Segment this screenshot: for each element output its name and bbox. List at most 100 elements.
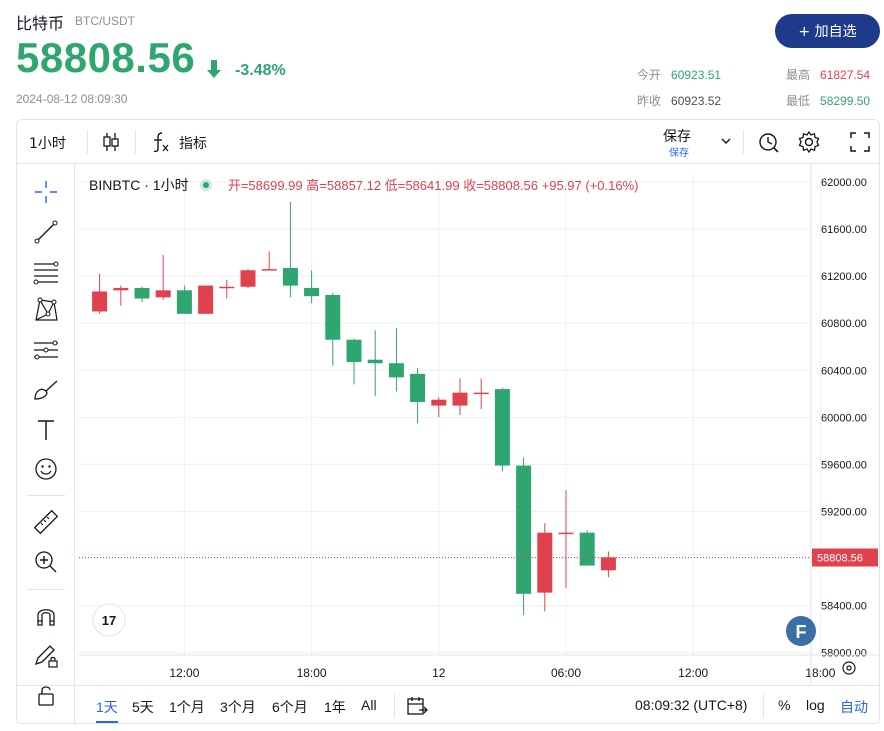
candle-body: [134, 287, 150, 299]
y-tick-label: 62000.00: [821, 177, 867, 189]
ruler-icon[interactable]: [31, 507, 61, 537]
sidebar-divider: [27, 495, 65, 496]
auto-scale-toggle[interactable]: 自动: [840, 699, 868, 715]
axis-settings-icon-core: [846, 665, 852, 671]
candlestick-chart[interactable]: 62000.00 61600.00 61200.00 60800.00 60400.00…: [79, 165, 879, 685]
candle-body: [579, 532, 595, 566]
candle-body: [198, 285, 214, 314]
brush-icon[interactable]: [31, 375, 61, 405]
f-badge-letter: F: [796, 622, 807, 642]
x-tick-label: 18:00: [805, 666, 835, 680]
emoji-icon[interactable]: [31, 454, 61, 484]
candle-body: [113, 287, 129, 291]
gear-icon[interactable]: [797, 130, 821, 154]
lock-pencil-icon[interactable]: [31, 641, 61, 671]
save-button[interactable]: 保存: [663, 129, 691, 145]
save-status: 保存: [669, 148, 689, 159]
chart-panel: 1小时 指标 保存 保存: [16, 119, 880, 724]
chevron-down-icon[interactable]: [720, 136, 732, 146]
toolbar-divider: [394, 694, 395, 718]
x-tick-label: 12: [432, 666, 446, 680]
crosshair-icon[interactable]: [31, 177, 61, 207]
candle-body: [92, 291, 108, 312]
interval-selector[interactable]: 1小时: [29, 136, 66, 152]
y-tick-label: 58400.00: [821, 601, 867, 613]
candle-body: [176, 290, 192, 314]
magnet-icon[interactable]: [31, 601, 61, 631]
legend-close: 收=58808.56: [463, 178, 539, 193]
stat-open: 今开 60923.51: [637, 66, 721, 83]
range-bar: 1天 5天 1个月 3个月 6个月 1年 All 08:09:32 (UTC+8…: [17, 685, 879, 723]
percent-toggle[interactable]: %: [778, 697, 791, 713]
y-tick-label: 61600.00: [821, 224, 867, 236]
y-tick-label: 60000.00: [821, 412, 867, 424]
text-icon[interactable]: [31, 415, 61, 445]
range-all[interactable]: All: [361, 697, 377, 713]
fib-icon[interactable]: [31, 257, 61, 287]
stat-open-value: 60923.51: [671, 68, 722, 82]
clock-time[interactable]: 08:09:32 (UTC+8): [635, 697, 748, 713]
trendline-icon[interactable]: [31, 217, 61, 247]
change-percent: -3.48%: [235, 62, 286, 79]
current-price: 58808.56: [16, 34, 196, 81]
tradingview-logo: [92, 603, 126, 637]
date-range-icon[interactable]: [405, 695, 429, 717]
y-tick-label: 59600.00: [821, 459, 867, 471]
candle-body: [388, 363, 404, 378]
y-tick-label: 59200.00: [821, 506, 867, 518]
last-price-tag: [812, 548, 878, 567]
stat-high-label: 最高: [786, 68, 811, 82]
alert-clock-icon[interactable]: [757, 130, 781, 154]
toolbar-divider: [135, 130, 136, 154]
candle-body: [600, 557, 616, 571]
indicators-button[interactable]: 指标: [179, 136, 207, 152]
fullscreen-icon[interactable]: [849, 131, 871, 153]
chart-toolbar: 1小时 指标 保存 保存: [17, 120, 879, 164]
y-tick-label: 58000.00: [821, 648, 867, 660]
forecast-icon[interactable]: [31, 335, 61, 365]
stat-low-value: 58299.50: [820, 94, 871, 108]
candle-body: [155, 290, 171, 298]
add-to-watchlist-button[interactable]: + 加自选: [775, 14, 880, 48]
toolbar-divider: [743, 130, 744, 154]
stat-prev-close-label: 昨收: [637, 94, 662, 108]
legend-change: +95.97 (+0.16%): [541, 178, 639, 193]
candles-icon[interactable]: [101, 131, 121, 153]
y-tick-label: 60800.00: [821, 318, 867, 330]
legend-high: 高=58857.12: [306, 178, 382, 193]
range-3m[interactable]: 3个月: [220, 699, 256, 715]
range-6m[interactable]: 6个月: [272, 699, 308, 715]
range-5d[interactable]: 5天: [132, 699, 154, 715]
tradingview-logo-mark: 17: [102, 613, 116, 628]
legend-open: 开=58699.99: [227, 178, 303, 193]
candle-body: [452, 392, 468, 406]
zoom-in-icon[interactable]: [31, 547, 61, 577]
stat-open-label: 今开: [637, 68, 662, 82]
candle-body: [494, 389, 510, 466]
trading-pair: BTC/USDT: [75, 14, 135, 28]
candle-body: [516, 465, 532, 594]
candle-body: [282, 267, 298, 286]
candle-body: [537, 532, 553, 593]
market-status-dot: [200, 179, 213, 191]
legend-low: 低=58641.99: [384, 178, 460, 193]
asset-name: 比特币: [16, 14, 65, 33]
toolbar-divider: [87, 130, 88, 154]
x-tick-label: 06:00: [551, 666, 581, 680]
range-1y[interactable]: 1年: [324, 699, 346, 715]
log-toggle[interactable]: log: [806, 697, 825, 713]
range-1d[interactable]: 1天: [96, 699, 118, 723]
y-tick-label: 61200.00: [821, 271, 867, 283]
candle-body: [304, 287, 320, 297]
range-1m[interactable]: 1个月: [169, 699, 205, 715]
fx-icon[interactable]: [151, 131, 173, 153]
pattern-icon[interactable]: [31, 295, 61, 325]
candle-body: [558, 532, 574, 535]
candle-body: [325, 295, 341, 340]
stat-prev-close-value: 60923.52: [671, 94, 722, 108]
stat-high: 最高 61827.54: [786, 66, 870, 83]
lock-icon[interactable]: [31, 681, 61, 711]
legend-symbol: BINBTC · 1小时: [89, 177, 189, 193]
f-badge-icon: [786, 616, 816, 646]
